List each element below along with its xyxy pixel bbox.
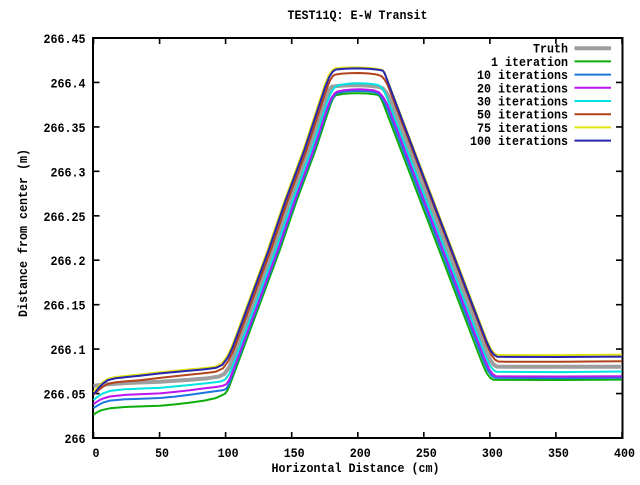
svg-text:10 iterations: 10 iterations bbox=[477, 68, 568, 83]
svg-text:Truth: Truth bbox=[533, 42, 568, 57]
svg-text:1 iteration: 1 iteration bbox=[491, 55, 568, 70]
svg-text:200: 200 bbox=[350, 446, 371, 461]
svg-text:266.25: 266.25 bbox=[44, 210, 86, 225]
svg-text:400: 400 bbox=[614, 446, 635, 461]
svg-text:50 iterations: 50 iterations bbox=[477, 108, 568, 123]
svg-text:266.05: 266.05 bbox=[44, 388, 86, 403]
svg-text:266.1: 266.1 bbox=[51, 343, 86, 358]
svg-text:350: 350 bbox=[548, 446, 569, 461]
svg-text:266.4: 266.4 bbox=[51, 76, 86, 91]
svg-text:266: 266 bbox=[65, 432, 86, 447]
svg-text:266.3: 266.3 bbox=[51, 165, 86, 180]
svg-text:0: 0 bbox=[93, 446, 100, 461]
svg-text:100: 100 bbox=[218, 446, 239, 461]
svg-text:266.15: 266.15 bbox=[44, 299, 86, 314]
svg-text:150: 150 bbox=[284, 446, 305, 461]
svg-text:50: 50 bbox=[155, 446, 169, 461]
svg-text:266.2: 266.2 bbox=[51, 254, 86, 269]
svg-text:Distance from center (m): Distance from center (m) bbox=[16, 149, 31, 317]
svg-text:266.35: 266.35 bbox=[44, 121, 86, 136]
svg-text:20 iterations: 20 iterations bbox=[477, 81, 568, 96]
svg-text:Horizontal Distance (cm): Horizontal Distance (cm) bbox=[272, 461, 440, 476]
svg-text:250: 250 bbox=[416, 446, 437, 461]
svg-text:100 iterations: 100 iterations bbox=[470, 134, 568, 149]
svg-text:266.45: 266.45 bbox=[44, 32, 86, 47]
svg-text:30 iterations: 30 iterations bbox=[477, 95, 568, 110]
svg-text:300: 300 bbox=[482, 446, 503, 461]
svg-text:75 iterations: 75 iterations bbox=[477, 121, 568, 136]
svg-text:TEST11Q: E-W Transit: TEST11Q: E-W Transit bbox=[288, 8, 428, 23]
